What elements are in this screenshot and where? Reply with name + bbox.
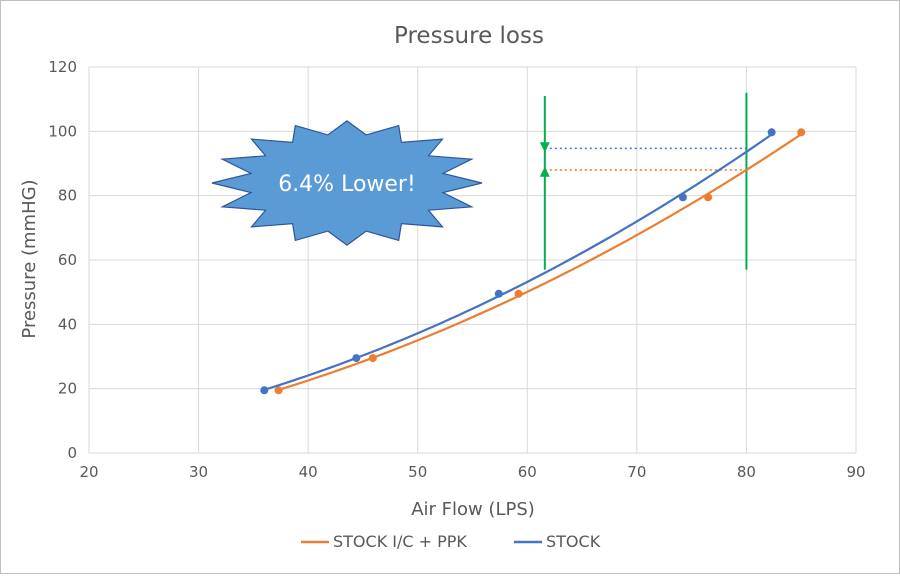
y-tick-label: 20 (58, 380, 77, 398)
data-point (274, 386, 283, 395)
series-stock-ic-ppk (274, 128, 806, 395)
y-tick-labels: 0 20 40 60 80 100 120 (48, 58, 77, 462)
y-tick-label: 100 (48, 122, 77, 140)
reference-lines (539, 92, 748, 270)
data-point (494, 289, 503, 298)
series-stock (260, 128, 776, 395)
data-point (352, 354, 361, 363)
y-tick-label: 120 (48, 58, 77, 76)
starburst-shape (211, 120, 483, 246)
legend-label: STOCK (546, 532, 601, 551)
data-point (260, 386, 269, 395)
x-axis-title: Air Flow (LPS) (411, 499, 535, 520)
x-tick-label: 60 (518, 463, 537, 481)
x-tick-label: 20 (79, 463, 98, 481)
gridlines (88, 66, 857, 454)
y-tick-label: 80 (58, 187, 77, 205)
data-point (368, 354, 377, 363)
data-point (514, 289, 523, 298)
y-axis-title: Pressure (mmHG) (19, 179, 40, 338)
trendline (263, 133, 773, 391)
arrow-up-icon (539, 166, 550, 177)
annotation-burst: 6.4% Lower! (211, 120, 483, 246)
annotation-text: 6.4% Lower! (278, 172, 416, 197)
x-tick-label: 50 (408, 463, 427, 481)
data-series (260, 128, 806, 395)
x-tick-label: 90 (846, 463, 865, 481)
chart-title: Pressure loss (394, 23, 544, 49)
x-tick-label: 30 (189, 463, 208, 481)
y-tick-label: 40 (58, 315, 77, 333)
trendline (278, 133, 802, 391)
legend-label: STOCK I/C + PPK (333, 532, 467, 551)
y-tick-label: 60 (58, 251, 77, 269)
x-tick-labels: 20 30 40 50 60 70 80 90 (79, 463, 865, 481)
data-point (704, 193, 713, 202)
legend: STOCK I/C + PPK STOCK (301, 532, 601, 551)
arrow-down-icon (539, 142, 550, 153)
x-tick-label: 70 (627, 463, 646, 481)
data-point (678, 193, 687, 202)
y-tick-label: 0 (67, 444, 77, 462)
data-point (767, 128, 776, 137)
x-tick-label: 40 (299, 463, 318, 481)
data-point (797, 128, 806, 137)
x-tick-label: 80 (737, 463, 756, 481)
